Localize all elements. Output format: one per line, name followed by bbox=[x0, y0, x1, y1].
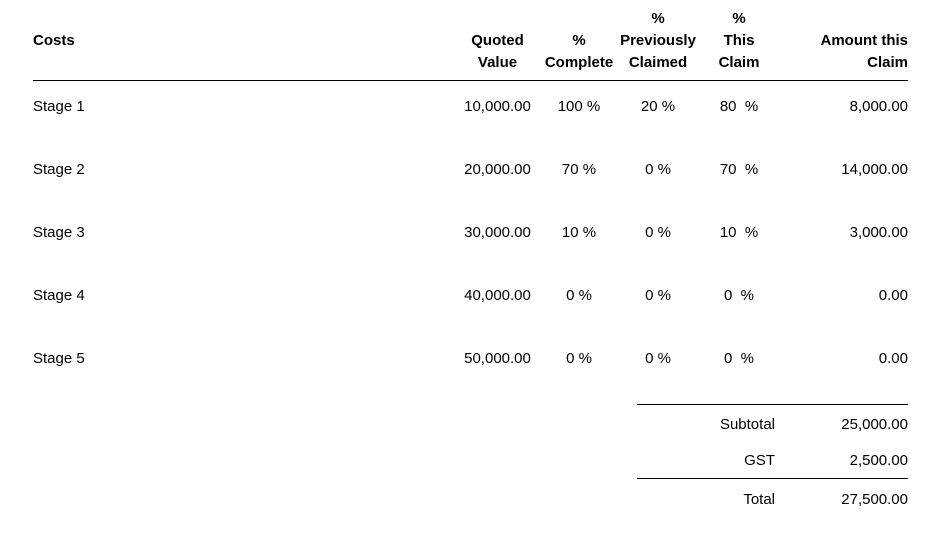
table-row: Stage 3 30,000.00 10 % 0 % 10 % 3,000.00 bbox=[33, 207, 908, 270]
amount-cell: 3,000.00 bbox=[849, 224, 908, 241]
quoted-value-cell: 10,000.00 bbox=[464, 98, 531, 115]
pct-prev-claimed-cell: 0 % bbox=[645, 287, 671, 304]
total-value: 27,500.00 bbox=[841, 490, 908, 508]
pct-this-claim-cell: 0 % bbox=[723, 350, 754, 367]
pct-complete-cell: 100 % bbox=[557, 98, 601, 115]
pct-this-claim-cell: 10 % bbox=[719, 224, 759, 241]
stage-cell: Stage 3 bbox=[33, 224, 85, 241]
pct-complete-cell: 70 % bbox=[561, 161, 597, 178]
column-header-pct-complete: % Complete bbox=[544, 32, 614, 71]
column-header-pct-prev-claimed: % Previously Claimed bbox=[620, 10, 696, 71]
pct-prev-claimed-cell: 20 % bbox=[640, 98, 676, 115]
gst-row: GST 2,500.00 bbox=[637, 443, 908, 478]
amount-cell: 0.00 bbox=[878, 287, 908, 304]
quoted-value-cell: 30,000.00 bbox=[464, 224, 531, 241]
table-row: Stage 2 20,000.00 70 % 0 % 70 % 14,000.0… bbox=[33, 144, 908, 207]
stage-cell: Stage 2 bbox=[33, 161, 85, 178]
column-header-costs: Costs bbox=[33, 32, 75, 49]
subtotal-divider bbox=[637, 404, 908, 405]
total-label: Total bbox=[743, 490, 775, 508]
quoted-value-cell: 50,000.00 bbox=[464, 350, 531, 367]
pct-this-claim-cell: 80 % bbox=[719, 98, 759, 115]
pct-prev-claimed-cell: 0 % bbox=[645, 224, 671, 241]
pct-this-claim-cell: 0 % bbox=[723, 287, 754, 304]
stage-cell: Stage 5 bbox=[33, 350, 85, 367]
amount-cell: 0.00 bbox=[878, 350, 908, 367]
table-header-row: Costs Quoted Value % Complete % Previous… bbox=[33, 8, 908, 81]
quoted-value-cell: 20,000.00 bbox=[464, 161, 531, 178]
quoted-value-cell: 40,000.00 bbox=[464, 287, 531, 304]
table-row: Stage 5 50,000.00 0 % 0 % 0 % 0.00 bbox=[33, 333, 908, 396]
stage-cell: Stage 4 bbox=[33, 287, 85, 304]
pct-prev-claimed-cell: 0 % bbox=[645, 161, 671, 178]
pct-complete-cell: 0 % bbox=[566, 350, 592, 367]
gst-label: GST bbox=[744, 452, 775, 469]
amount-cell: 8,000.00 bbox=[849, 98, 908, 115]
column-header-amount-this-claim: Amount this Claim bbox=[820, 32, 909, 71]
subtotal-value: 25,000.00 bbox=[841, 415, 908, 433]
subtotal-row: Subtotal 25,000.00 bbox=[637, 405, 908, 443]
table-row: Stage 4 40,000.00 0 % 0 % 0 % 0.00 bbox=[33, 270, 908, 333]
pct-complete-cell: 0 % bbox=[566, 287, 592, 304]
table-row: Stage 1 10,000.00 100 % 20 % 80 % 8,000.… bbox=[33, 81, 908, 144]
totals-section: Subtotal 25,000.00 GST 2,500.00 Total 27… bbox=[637, 404, 908, 519]
column-header-quoted-value: Quoted Value bbox=[471, 32, 524, 71]
column-header-pct-this-claim: % This Claim bbox=[718, 10, 760, 71]
pct-complete-cell: 10 % bbox=[561, 224, 597, 241]
pct-this-claim-cell: 70 % bbox=[719, 161, 759, 178]
subtotal-label: Subtotal bbox=[719, 415, 775, 433]
stage-cell: Stage 1 bbox=[33, 98, 85, 115]
total-row: Total 27,500.00 bbox=[637, 479, 908, 519]
pct-prev-claimed-cell: 0 % bbox=[645, 350, 671, 367]
total-divider bbox=[637, 478, 908, 479]
amount-cell: 14,000.00 bbox=[841, 161, 908, 178]
gst-value: 2,500.00 bbox=[849, 452, 908, 469]
